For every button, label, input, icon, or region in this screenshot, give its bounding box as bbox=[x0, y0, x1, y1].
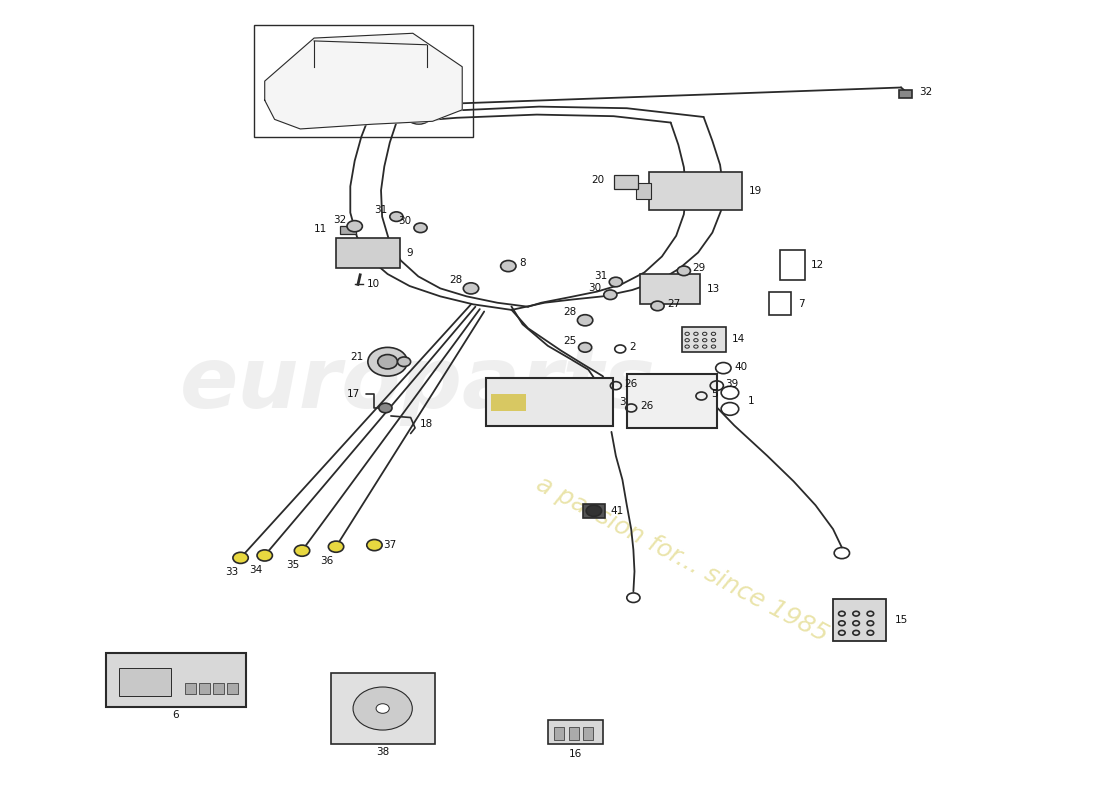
Circle shape bbox=[578, 314, 593, 326]
Text: 36: 36 bbox=[320, 556, 334, 566]
Text: 29: 29 bbox=[693, 263, 706, 274]
Bar bbox=[636, 183, 651, 198]
Circle shape bbox=[376, 704, 389, 714]
Bar bbox=[627, 374, 717, 428]
Text: 16: 16 bbox=[569, 749, 582, 759]
Text: 21: 21 bbox=[350, 352, 363, 362]
Text: 9: 9 bbox=[406, 248, 412, 258]
Circle shape bbox=[329, 541, 343, 552]
Text: 1: 1 bbox=[748, 396, 755, 406]
Text: 20: 20 bbox=[592, 174, 605, 185]
Text: 6: 6 bbox=[173, 710, 179, 720]
Text: 37: 37 bbox=[383, 540, 396, 550]
Text: 7: 7 bbox=[798, 298, 804, 309]
Bar bbox=[649, 172, 743, 210]
Text: 11: 11 bbox=[314, 223, 328, 234]
Text: 17: 17 bbox=[346, 390, 360, 399]
Circle shape bbox=[257, 550, 273, 561]
Text: 32: 32 bbox=[918, 87, 932, 98]
Circle shape bbox=[414, 223, 427, 233]
Text: 32: 32 bbox=[332, 215, 345, 225]
Text: 2: 2 bbox=[629, 342, 636, 352]
Circle shape bbox=[609, 278, 623, 286]
Text: 10: 10 bbox=[366, 279, 379, 290]
Text: 31: 31 bbox=[594, 271, 607, 282]
Polygon shape bbox=[265, 34, 462, 129]
Text: 19: 19 bbox=[749, 186, 762, 196]
Text: 38: 38 bbox=[376, 747, 389, 758]
Text: 8: 8 bbox=[519, 258, 526, 268]
Circle shape bbox=[346, 221, 362, 232]
Text: 27: 27 bbox=[668, 299, 681, 310]
Text: 5: 5 bbox=[712, 390, 718, 399]
Text: 28: 28 bbox=[449, 275, 462, 286]
Bar bbox=[583, 504, 605, 518]
Bar bbox=[119, 668, 172, 696]
Text: 40: 40 bbox=[735, 362, 748, 371]
Bar bbox=[780, 250, 804, 281]
Text: 3: 3 bbox=[619, 397, 626, 406]
Bar bbox=[331, 673, 434, 744]
Text: 30: 30 bbox=[398, 217, 411, 226]
Circle shape bbox=[295, 545, 310, 556]
Circle shape bbox=[367, 347, 407, 376]
Circle shape bbox=[377, 354, 397, 369]
Circle shape bbox=[678, 266, 691, 276]
Text: 28: 28 bbox=[563, 307, 576, 318]
Bar bbox=[486, 378, 613, 426]
Text: 34: 34 bbox=[250, 565, 263, 575]
Bar bbox=[548, 721, 603, 744]
Bar bbox=[569, 727, 579, 740]
Bar bbox=[254, 26, 473, 137]
Bar bbox=[899, 90, 912, 98]
Text: 39: 39 bbox=[726, 379, 739, 389]
Bar bbox=[340, 226, 355, 234]
Bar bbox=[583, 727, 593, 740]
Circle shape bbox=[397, 357, 410, 366]
Bar bbox=[769, 292, 791, 314]
Text: 33: 33 bbox=[226, 567, 239, 578]
Bar bbox=[228, 683, 239, 694]
Text: 25: 25 bbox=[563, 336, 576, 346]
Circle shape bbox=[353, 687, 412, 730]
Text: 15: 15 bbox=[894, 615, 908, 625]
Bar bbox=[554, 727, 564, 740]
Circle shape bbox=[233, 552, 249, 563]
Bar bbox=[336, 238, 399, 269]
Text: 18: 18 bbox=[419, 419, 432, 429]
Text: 26: 26 bbox=[640, 402, 653, 411]
Circle shape bbox=[604, 290, 617, 299]
Bar bbox=[640, 274, 701, 304]
Text: 31: 31 bbox=[374, 206, 387, 215]
Text: 35: 35 bbox=[287, 560, 300, 570]
Bar bbox=[682, 326, 726, 352]
Circle shape bbox=[586, 506, 602, 516]
Text: 26: 26 bbox=[625, 379, 638, 389]
Text: 41: 41 bbox=[610, 506, 624, 516]
Text: 13: 13 bbox=[707, 284, 721, 294]
Text: europarts: europarts bbox=[180, 342, 657, 426]
Circle shape bbox=[579, 342, 592, 352]
Circle shape bbox=[651, 301, 664, 310]
Bar bbox=[491, 394, 526, 411]
Circle shape bbox=[378, 403, 392, 413]
Bar bbox=[833, 599, 886, 641]
Bar bbox=[199, 683, 210, 694]
Text: 30: 30 bbox=[588, 283, 602, 294]
Circle shape bbox=[389, 212, 403, 222]
Circle shape bbox=[463, 283, 478, 294]
Circle shape bbox=[366, 539, 382, 550]
Bar bbox=[614, 175, 638, 190]
Circle shape bbox=[500, 261, 516, 272]
Text: a passion for... since 1985: a passion for... since 1985 bbox=[531, 472, 832, 647]
Bar bbox=[106, 653, 246, 707]
Bar bbox=[213, 683, 224, 694]
Text: 12: 12 bbox=[811, 260, 824, 270]
Bar bbox=[185, 683, 196, 694]
Text: 14: 14 bbox=[733, 334, 746, 345]
